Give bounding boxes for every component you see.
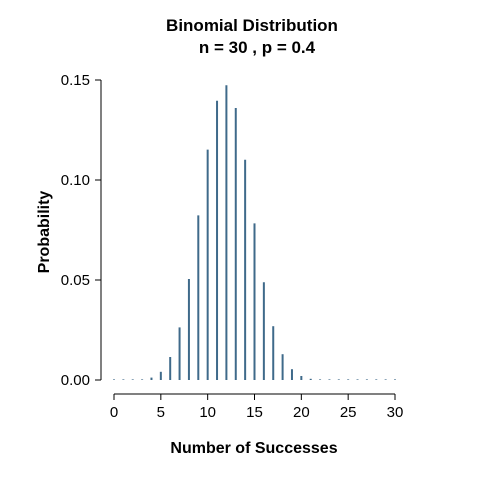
y-axis-label: Probability	[36, 191, 53, 274]
x-tick-label-30: 30	[387, 404, 404, 421]
chart-title: Binomial Distribution	[166, 16, 338, 35]
y-axis: 0.00 0.05 0.10 0.15	[61, 72, 102, 389]
y-tick-label-0.00: 0.00	[61, 372, 90, 389]
x-tick-label-10: 10	[199, 404, 216, 421]
y-tick-label-0.15: 0.15	[61, 72, 90, 89]
chart-subtitle: n = 30 , p = 0.4	[199, 38, 316, 57]
x-axis-label: Number of Successes	[170, 440, 337, 457]
y-tick-label-0.10: 0.10	[61, 172, 90, 189]
x-tick-label-20: 20	[293, 404, 310, 421]
x-tick-label-25: 25	[340, 404, 357, 421]
x-tick-label-0: 0	[110, 404, 118, 421]
x-tick-label-15: 15	[246, 404, 263, 421]
x-tick-label-5: 5	[157, 404, 165, 421]
bars-group	[113, 85, 396, 380]
x-axis: 0 5 10 15 20 25 30	[110, 393, 404, 421]
y-tick-label-0.05: 0.05	[61, 272, 90, 289]
